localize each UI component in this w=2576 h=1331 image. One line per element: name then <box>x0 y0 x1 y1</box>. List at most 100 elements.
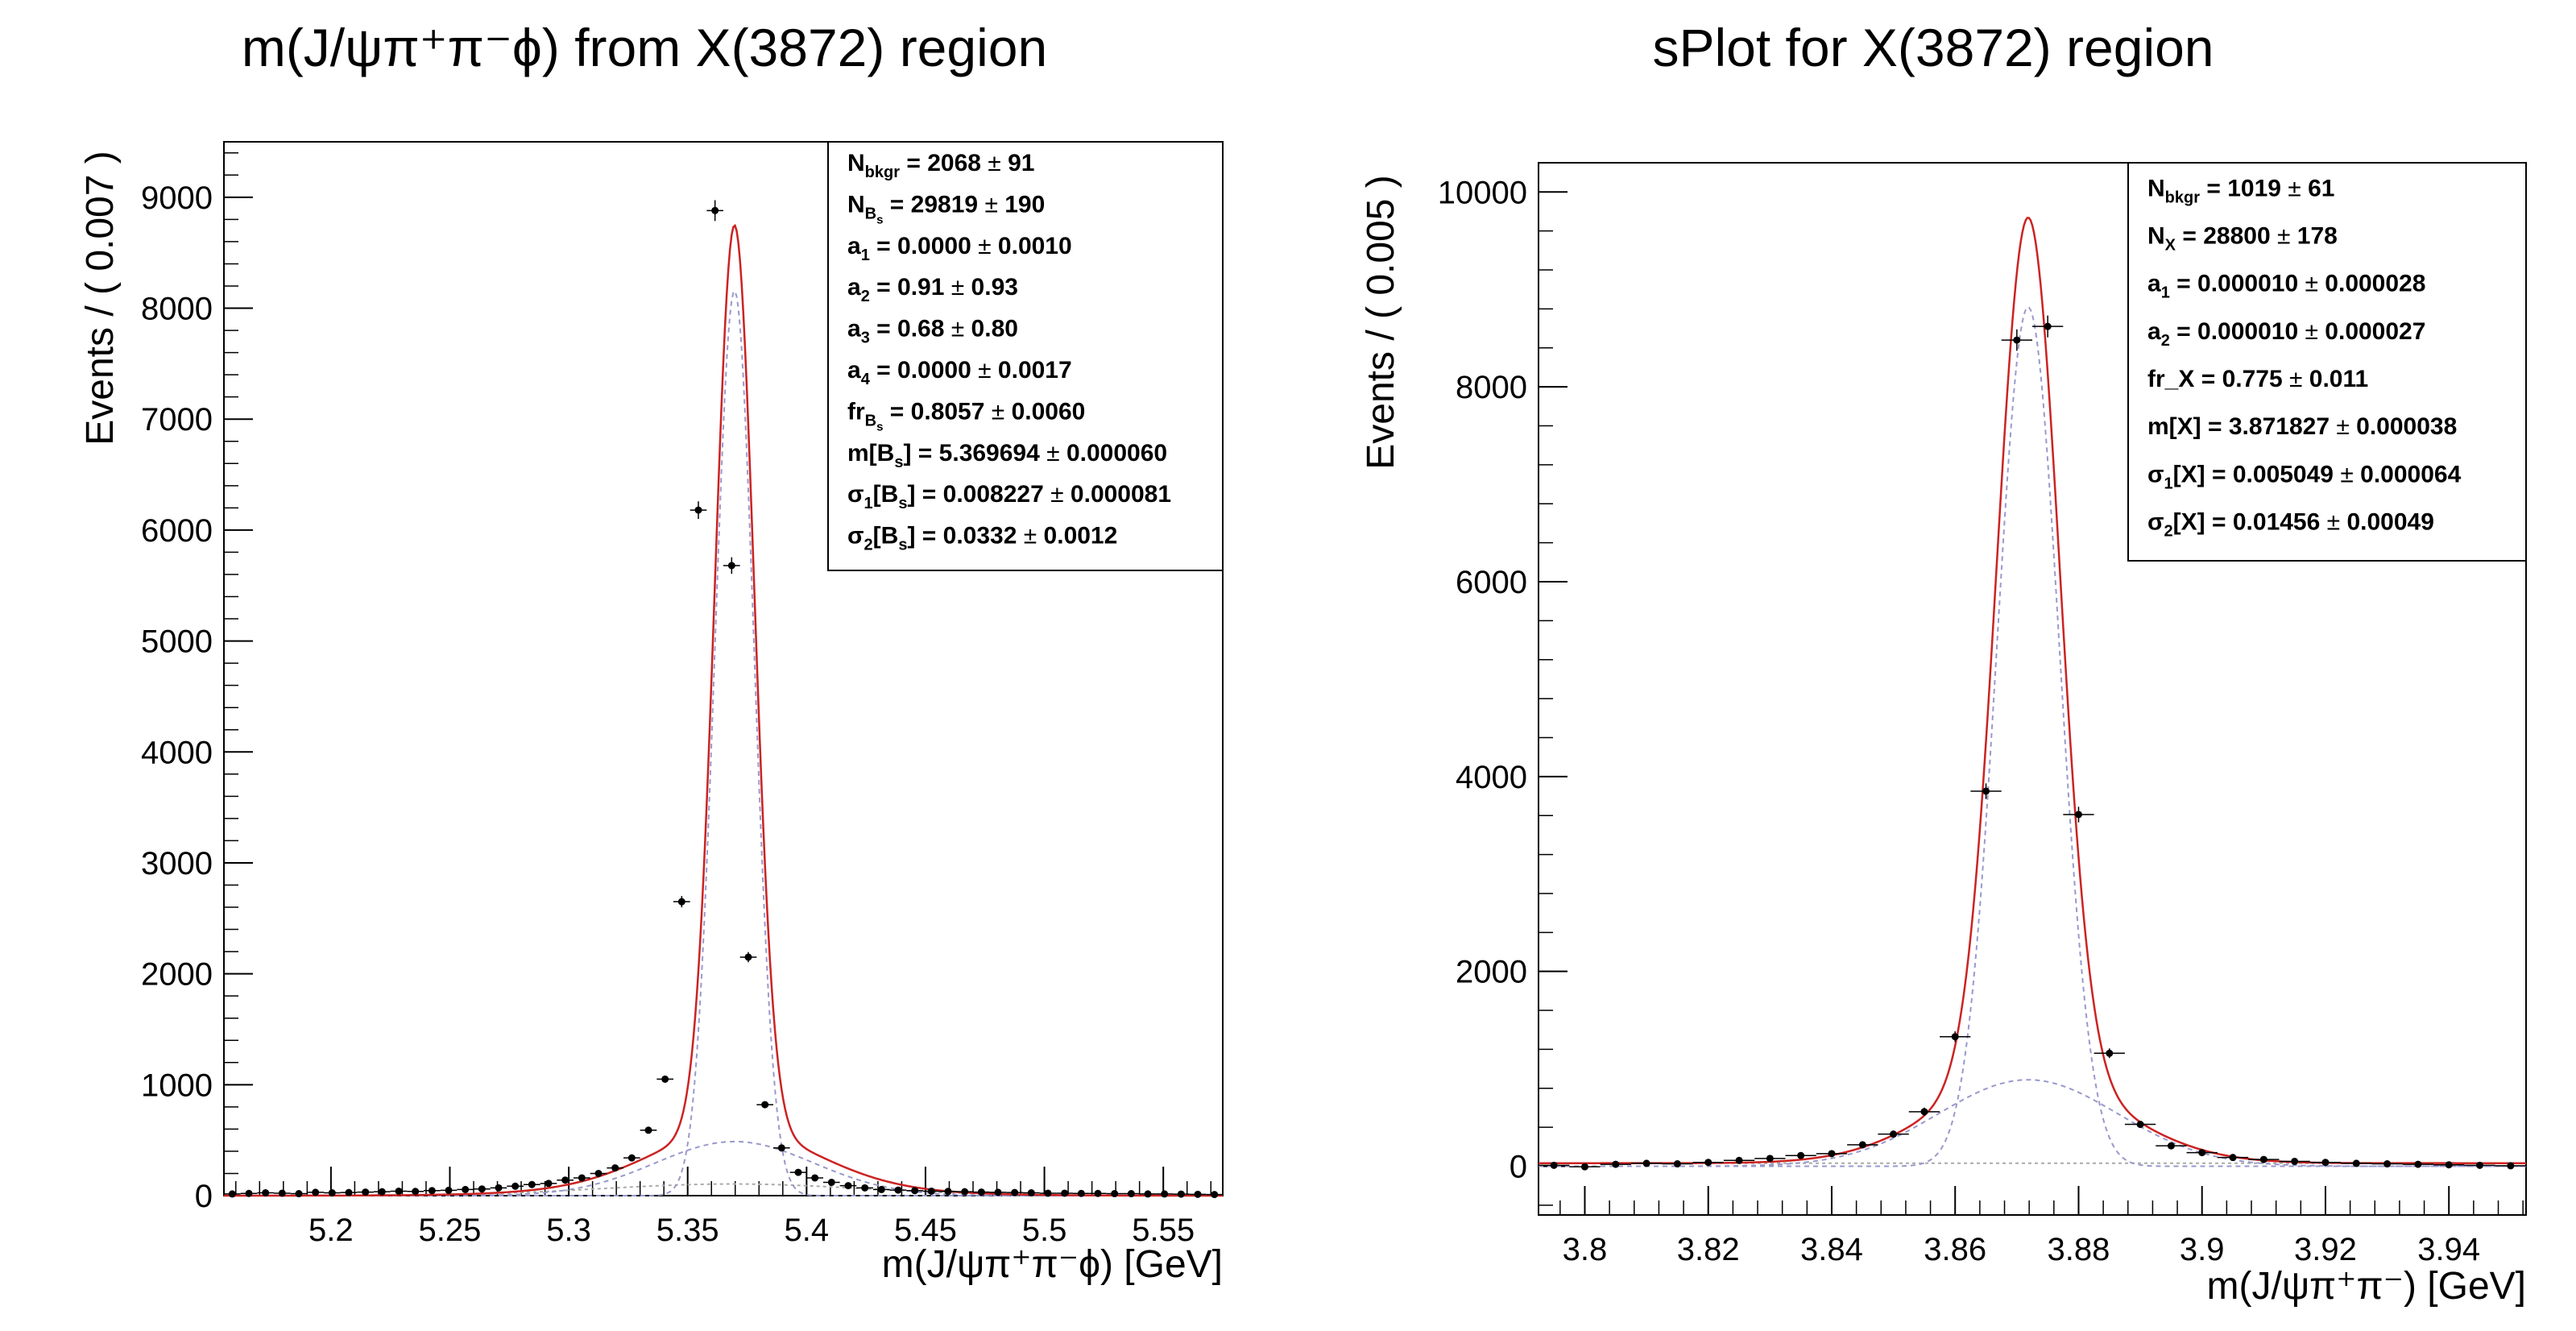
right-chart-marker <box>1858 1141 1866 1149</box>
left-chart-stat-part: 2068 <box>927 150 981 176</box>
right-chart-stat-part: 1 <box>2164 475 2173 492</box>
left-chart-data-point <box>1123 1190 1140 1198</box>
left-chart-stat-part: [B <box>873 523 899 549</box>
left-chart-stat-part: ± <box>971 233 998 259</box>
right-chart-data-point <box>2063 806 2094 823</box>
left-chart-stat-part: 0.000060 <box>1066 440 1167 466</box>
left-chart-stat-row: a4 = 0.0000 ± 0.0017 <box>847 357 1072 388</box>
right-chart-data-point <box>2124 1121 2156 1129</box>
right-chart-data-point <box>2001 329 2032 351</box>
left-chart-marker <box>644 1126 652 1134</box>
right-chart-stat-part: = <box>2170 318 2197 345</box>
left-chart-data-point <box>224 1190 241 1198</box>
left-chart-frame <box>223 141 1224 1196</box>
right-chart-stat-row: σ2[X] = 0.01456 ± 0.00049 <box>2147 509 2434 541</box>
left-chart-data-point <box>474 1185 491 1193</box>
left-chart-data-point <box>823 1178 840 1186</box>
right-chart-data-point <box>2032 315 2064 338</box>
left-chart-data-point <box>1173 1190 1190 1198</box>
right-chart-stat-part: 0.000010 <box>2197 318 2298 345</box>
right-chart-data-point <box>1662 1160 1693 1168</box>
left-chart-stat-part: = <box>870 357 897 384</box>
left-chart-data-point <box>424 1187 441 1195</box>
left-chart-marker <box>545 1180 553 1188</box>
left-chart-stat-part: a <box>847 357 861 384</box>
left-chart-data-point <box>307 1188 324 1196</box>
left-chart-stat-part: N <box>847 191 865 218</box>
left-chart-stat-part: 1 <box>861 247 870 264</box>
right-chart-ytick-label: 0 <box>1510 1150 1527 1185</box>
right-chart-data-point <box>1692 1159 1724 1167</box>
left-chart-stat-part: 3 <box>861 330 870 347</box>
right-chart-stat-part: σ <box>2147 509 2164 536</box>
right-chart-marker <box>2476 1161 2484 1169</box>
right-chart-stat-part: 0.000064 <box>2360 461 2461 487</box>
left-chart-data-point <box>973 1188 990 1196</box>
right-chart-xlabel: m(J/ψπ⁺π⁻) [GeV] <box>2207 1265 2526 1308</box>
left-chart-marker <box>262 1189 270 1197</box>
left-chart-data-point <box>706 200 723 222</box>
right-chart-marker <box>2445 1161 2453 1169</box>
left-chart-stat-part: B <box>865 205 876 222</box>
left-chart-marker <box>245 1189 253 1197</box>
left-chart-data-point <box>839 1182 857 1190</box>
left-chart-marker <box>627 1154 636 1162</box>
left-chart-stat-part: ] <box>907 523 915 549</box>
right-chart-xtick-label: 3.94 <box>2417 1232 2480 1267</box>
left-chart-stat-row: m[Bs] = 5.369694 ± 0.000060 <box>847 440 1167 471</box>
left-chart-marker <box>278 1189 286 1197</box>
left-chart-marker <box>761 1101 769 1109</box>
left-chart-marker <box>677 898 685 906</box>
left-chart-data-point <box>806 1174 823 1182</box>
right-chart-marker <box>1828 1150 1836 1158</box>
right-chart-ytick-label: 2000 <box>1456 955 1527 990</box>
left-chart-stat-part: 5.369694 <box>939 440 1040 466</box>
left-chart-marker <box>911 1187 919 1195</box>
left-chart-data-point <box>1056 1189 1073 1197</box>
left-chart-xtick-label: 5.3 <box>546 1213 591 1248</box>
left-chart-data-point <box>923 1187 940 1195</box>
left-chart-marker <box>961 1188 969 1196</box>
left-chart-stat-row: a2 = 0.91 ± 0.93 <box>847 274 1018 305</box>
right-chart-marker <box>2259 1155 2267 1163</box>
left-chart-xlabel: m(J/ψπ⁺π⁻ϕ) [GeV] <box>882 1243 1223 1286</box>
left-chart-stat-part: ± <box>944 274 971 301</box>
right-chart-frame <box>1538 162 2527 1216</box>
left-chart-data-point <box>290 1190 308 1198</box>
left-chart-stat-part: 0.0332 <box>943 523 1017 549</box>
left-chart-marker <box>378 1188 386 1196</box>
left-chart-ytick-label: 0 <box>195 1179 213 1214</box>
left-chart-marker <box>744 953 752 961</box>
left-chart-stat-part: 1 <box>864 495 873 512</box>
left-chart-data-point <box>623 1154 640 1162</box>
left-chart-marker <box>228 1190 236 1198</box>
right-chart-stat-part: ± <box>2271 223 2297 250</box>
right-chart-xtick-label: 3.82 <box>1677 1232 1740 1267</box>
right-chart-marker <box>1735 1156 1743 1164</box>
left-chart-stat-part: = <box>915 481 942 508</box>
left-chart-stat-part: 91 <box>1008 150 1034 176</box>
left-chart-marker <box>345 1188 353 1196</box>
left-chart-marker <box>462 1185 470 1193</box>
right-chart-stat-part: = <box>2170 271 2197 297</box>
right-chart-stat-part: = <box>2205 461 2233 487</box>
left-chart-data-point <box>507 1182 524 1190</box>
left-chart-stat-part: fr <box>847 398 865 425</box>
left-chart: m(J/ψπ⁺π⁻ϕ) from X(3872) region Events /… <box>79 18 1224 1286</box>
left-chart-data-point <box>939 1188 957 1196</box>
left-chart-stat-part: ± <box>981 150 1008 176</box>
right-chart-marker <box>1920 1108 1928 1116</box>
left-chart-stat-part: bkgr <box>865 164 901 181</box>
right-chart-data-point <box>1723 1156 1755 1164</box>
left-chart-marker <box>478 1185 486 1193</box>
left-chart-stat-part: = <box>883 398 910 425</box>
left-chart-data-point <box>557 1176 574 1184</box>
left-chart-data-point <box>540 1180 557 1188</box>
left-chart-data-point <box>324 1189 341 1197</box>
right-chart-stat-part: 1019 <box>2227 175 2281 201</box>
right-chart-stat-part: 178 <box>2297 223 2338 250</box>
right-chart-stat-part: ± <box>2334 461 2360 487</box>
right-chart-stat-part: N <box>2147 175 2165 201</box>
right-chart-data-point <box>2248 1155 2280 1163</box>
